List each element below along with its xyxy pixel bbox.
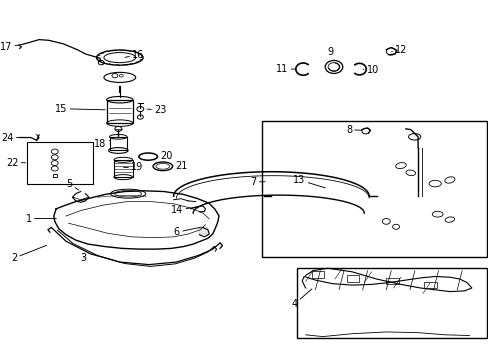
Text: 8: 8: [345, 125, 361, 135]
Text: 7: 7: [250, 177, 264, 187]
Text: 9: 9: [326, 47, 333, 60]
Polygon shape: [198, 228, 209, 235]
Text: 17: 17: [0, 42, 18, 52]
Text: 20: 20: [157, 150, 172, 161]
Bar: [109, 137, 127, 150]
Text: 10: 10: [363, 65, 378, 75]
Text: 19: 19: [123, 162, 143, 172]
Bar: [114, 160, 132, 177]
Bar: [424, 282, 436, 288]
Text: 1: 1: [25, 213, 56, 224]
Text: 2: 2: [11, 245, 46, 263]
Text: 4: 4: [290, 289, 311, 309]
Bar: [27, 142, 93, 184]
Text: 13: 13: [293, 175, 325, 188]
Text: 21: 21: [172, 161, 187, 171]
Bar: [311, 271, 324, 278]
Bar: [261, 121, 486, 257]
Bar: [346, 275, 359, 282]
Bar: [296, 268, 486, 338]
Text: 24: 24: [1, 132, 19, 143]
Text: 3: 3: [81, 253, 87, 263]
Text: 14: 14: [171, 204, 198, 215]
Text: 15: 15: [55, 104, 105, 114]
Text: 6: 6: [173, 227, 201, 237]
Text: 12: 12: [391, 45, 407, 55]
Text: 22: 22: [6, 158, 25, 168]
Text: 16: 16: [125, 50, 144, 60]
Text: 18: 18: [94, 139, 110, 149]
Text: 23: 23: [147, 105, 166, 115]
Bar: [386, 278, 398, 284]
Bar: [106, 100, 133, 123]
Text: 11: 11: [276, 64, 295, 74]
Text: 5: 5: [66, 179, 79, 190]
